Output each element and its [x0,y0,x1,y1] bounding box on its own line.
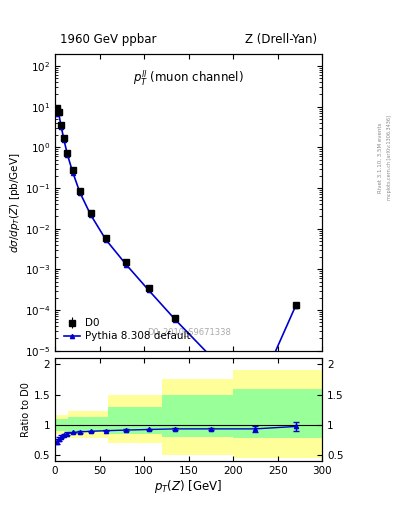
Pythia 8.308 default [253,393,258,399]
Pythia 8.308 default [173,316,178,323]
Pythia 8.308 default [56,110,61,116]
Y-axis label: $d\sigma/dp_T(Z)$ [pb/GeV]: $d\sigma/dp_T(Z)$ [pb/GeV] [8,152,22,252]
Pythia 8.308 default [103,237,108,243]
Pythia 8.308 default [88,211,93,218]
Pythia 8.308 default [55,108,59,114]
Pythia 8.308 default [293,303,298,309]
Text: 1960 GeV ppbar: 1960 GeV ppbar [61,33,157,47]
Text: D0_2010_S9671338: D0_2010_S9671338 [147,327,231,336]
Pythia 8.308 default [53,111,58,117]
Text: mcplots.cern.ch [arXiv:1306.3436]: mcplots.cern.ch [arXiv:1306.3436] [387,115,392,200]
Line: Pythia 8.308 default: Pythia 8.308 default [54,109,298,398]
Pythia 8.308 default [146,287,151,293]
Pythia 8.308 default [77,189,82,196]
Legend: D0, Pythia 8.308 default: D0, Pythia 8.308 default [60,314,195,346]
Text: Z (Drell-Yan): Z (Drell-Yan) [245,33,317,47]
X-axis label: $p_T(Z)$ [GeV]: $p_T(Z)$ [GeV] [154,478,223,496]
Pythia 8.308 default [59,124,64,130]
Pythia 8.308 default [124,262,129,268]
Pythia 8.308 default [65,152,70,158]
Pythia 8.308 default [70,169,75,176]
Pythia 8.308 default [62,137,66,143]
Text: Rivet 3.1.10, 3.5M events: Rivet 3.1.10, 3.5M events [377,122,382,193]
Pythia 8.308 default [209,353,213,359]
Y-axis label: Ratio to D0: Ratio to D0 [21,382,31,437]
Text: $p_T^{ll}$ (muon channel): $p_T^{ll}$ (muon channel) [133,69,244,88]
